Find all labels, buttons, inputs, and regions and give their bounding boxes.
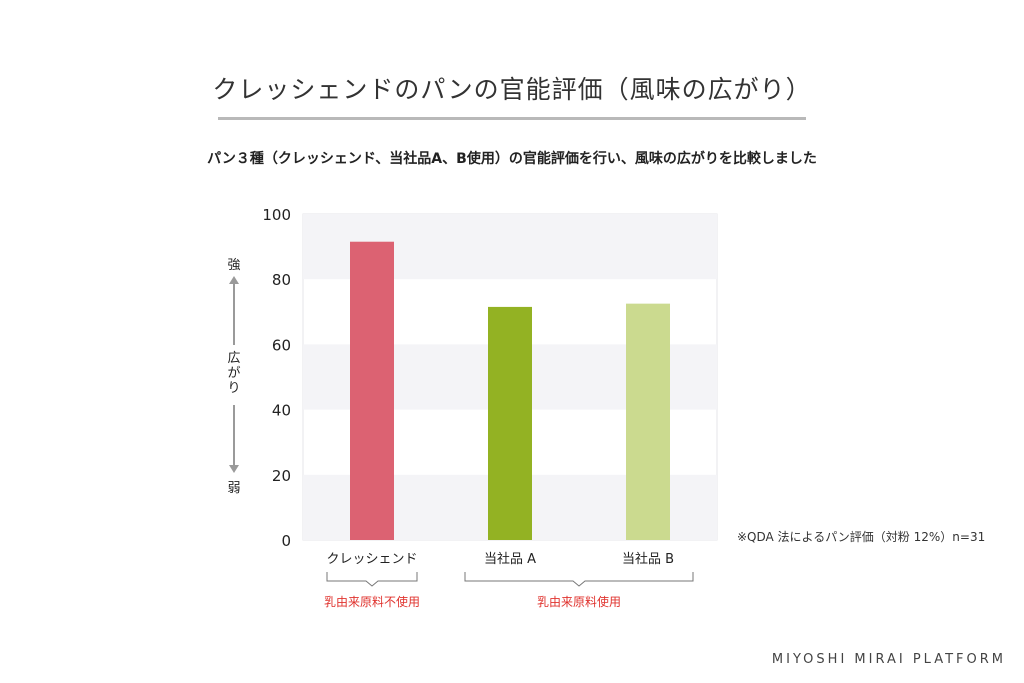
y-label-spread-char: が bbox=[227, 366, 240, 381]
bar bbox=[350, 241, 394, 540]
x-tick-label: クレッシェンド bbox=[326, 552, 417, 567]
method-note: ※QDA 法によるパン評価（対粉 12%）n=31 bbox=[737, 530, 986, 544]
y-tick-label: 100 bbox=[262, 206, 291, 224]
chart-subtitle: パン３種（クレッシェンド、当社品A、B使用）の官能評価を行い、風味の広がりを比較… bbox=[207, 151, 817, 167]
group-label: 乳由来原料使用 bbox=[537, 594, 621, 609]
group-label: 乳由来原料不使用 bbox=[324, 594, 420, 609]
y-label-spread-char: 広 bbox=[227, 351, 240, 366]
y-tick-label: 80 bbox=[272, 271, 291, 289]
x-tick-label: 当社品 A bbox=[484, 551, 536, 567]
y-label-spread-char: り bbox=[227, 381, 240, 396]
y-tick-label: 0 bbox=[281, 532, 291, 550]
x-tick-label: 当社品 B bbox=[622, 551, 674, 567]
y-tick-label: 20 bbox=[272, 467, 291, 485]
y-label-strong: 強 bbox=[227, 258, 240, 273]
title-underline bbox=[218, 117, 806, 120]
y-tick-label: 60 bbox=[272, 336, 291, 354]
y-tick-label: 40 bbox=[272, 402, 291, 420]
group-bracket bbox=[326, 572, 418, 587]
page-title: クレッシェンドのパンの官能評価（風味の広がり） bbox=[212, 75, 812, 104]
bar bbox=[626, 303, 670, 540]
footer-brand: MIYOSHI MIRAI PLATFORM bbox=[771, 652, 1006, 667]
arrow-down-icon bbox=[229, 465, 239, 473]
group-bracket bbox=[464, 572, 694, 587]
arrow-up-icon bbox=[229, 276, 239, 284]
bar bbox=[488, 306, 532, 540]
y-label-weak: 弱 bbox=[227, 481, 240, 496]
